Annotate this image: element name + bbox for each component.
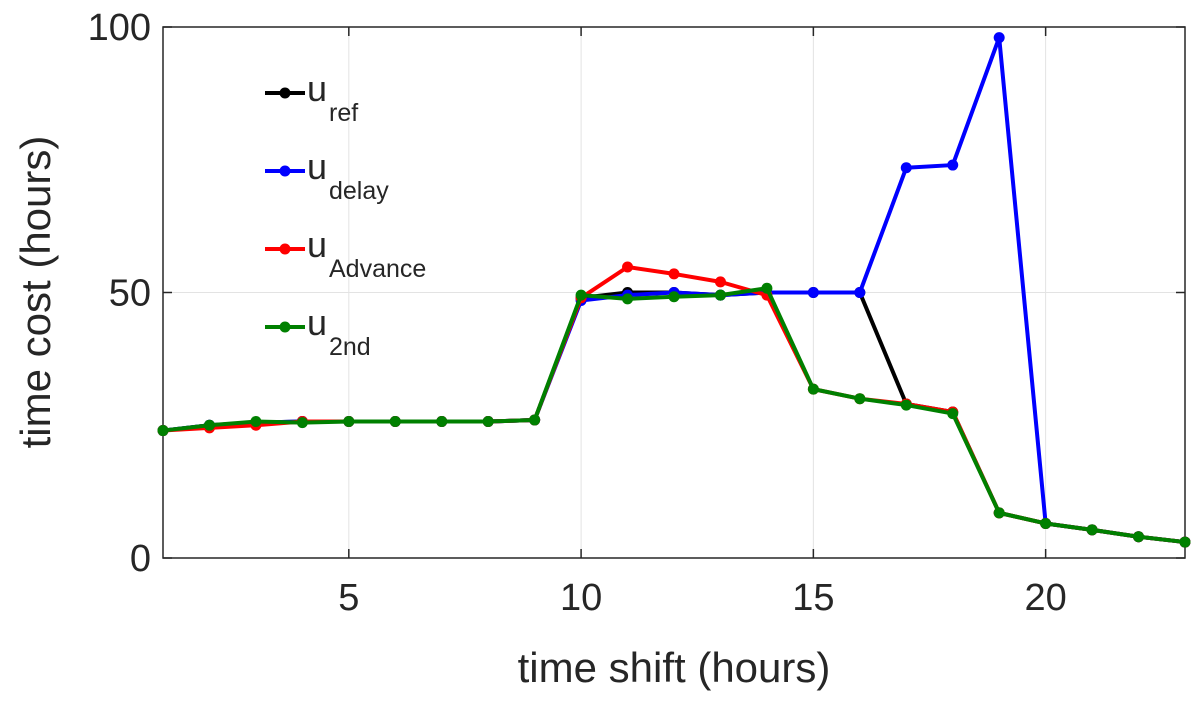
data-point [668,268,680,280]
legend-label: u [307,302,327,343]
x-tick-label: 5 [338,577,359,619]
series-group [157,32,1191,548]
legend-label: u [307,146,327,187]
data-point [343,416,355,428]
x-tick-label: 15 [792,577,834,619]
x-tick-label: 10 [560,577,602,619]
data-point [575,289,587,301]
data-point [807,383,819,395]
legend-label: u [307,224,327,265]
data-point [157,425,169,437]
y-tick-label: 0 [130,538,151,580]
data-point [854,287,866,298]
legend-marker [279,321,291,333]
data-point [714,276,726,288]
data-point [296,417,308,429]
legend-subscript: delay [329,177,389,205]
data-point [947,408,959,420]
data-point [1086,524,1098,536]
legend-marker [279,243,291,255]
data-point [993,507,1005,519]
data-point [900,162,912,174]
x-axis-title: time shift (hours) [518,644,831,691]
y-tick-label: 100 [88,7,151,49]
data-point [807,287,819,298]
legend-subscript: Advance [329,255,426,283]
data-point [622,293,634,305]
y-axis-title: time cost (hours) [12,136,59,449]
data-point [622,261,634,273]
legend-subscript: 2nd [329,333,371,361]
data-point [1179,536,1191,548]
data-point [668,291,680,303]
legend-marker [279,87,291,99]
series-2nd [157,282,1191,548]
data-point [203,419,215,431]
axis-ticks: 5 10 15 20 0 50 100 [88,7,1185,619]
data-point [389,416,401,428]
data-point [436,416,448,428]
data-point [1040,517,1052,529]
legend-label: u [307,68,327,109]
data-point [1133,531,1145,543]
data-point [854,393,866,405]
data-point [993,32,1005,44]
y-tick-label: 50 [109,273,151,315]
data-point [714,289,726,301]
data-point [900,399,912,411]
data-point [947,159,959,171]
legend-marker [279,165,291,177]
data-point [529,414,541,426]
legend-subscript: ref [329,99,358,127]
data-point [761,282,773,294]
data-point [482,416,494,428]
data-point [250,416,262,428]
x-tick-label: 20 [1024,577,1066,619]
